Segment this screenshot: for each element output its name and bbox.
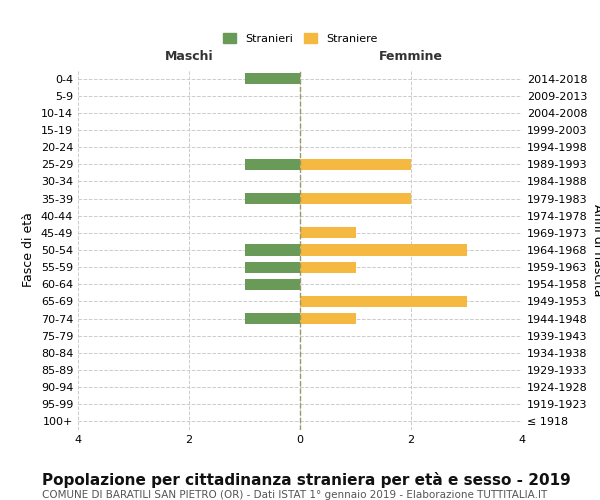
Bar <box>300 313 355 324</box>
Bar <box>245 73 300 84</box>
Bar <box>300 262 355 272</box>
Bar <box>245 262 300 272</box>
Bar <box>245 244 300 256</box>
Bar <box>300 296 467 307</box>
Bar <box>245 158 300 170</box>
Y-axis label: Anni di nascita: Anni di nascita <box>591 204 600 296</box>
Bar <box>245 278 300 290</box>
Legend: Stranieri, Straniere: Stranieri, Straniere <box>218 29 382 48</box>
Bar <box>300 244 467 256</box>
Bar <box>245 193 300 204</box>
Bar <box>245 313 300 324</box>
Text: COMUNE DI BARATILI SAN PIETRO (OR) - Dati ISTAT 1° gennaio 2019 - Elaborazione T: COMUNE DI BARATILI SAN PIETRO (OR) - Dat… <box>42 490 547 500</box>
Y-axis label: Fasce di età: Fasce di età <box>22 212 35 288</box>
Bar <box>300 228 355 238</box>
Bar <box>300 158 411 170</box>
Text: Popolazione per cittadinanza straniera per età e sesso - 2019: Popolazione per cittadinanza straniera p… <box>42 472 571 488</box>
Text: Maschi: Maschi <box>164 50 214 63</box>
Bar <box>300 193 411 204</box>
Text: Femmine: Femmine <box>379 50 443 63</box>
